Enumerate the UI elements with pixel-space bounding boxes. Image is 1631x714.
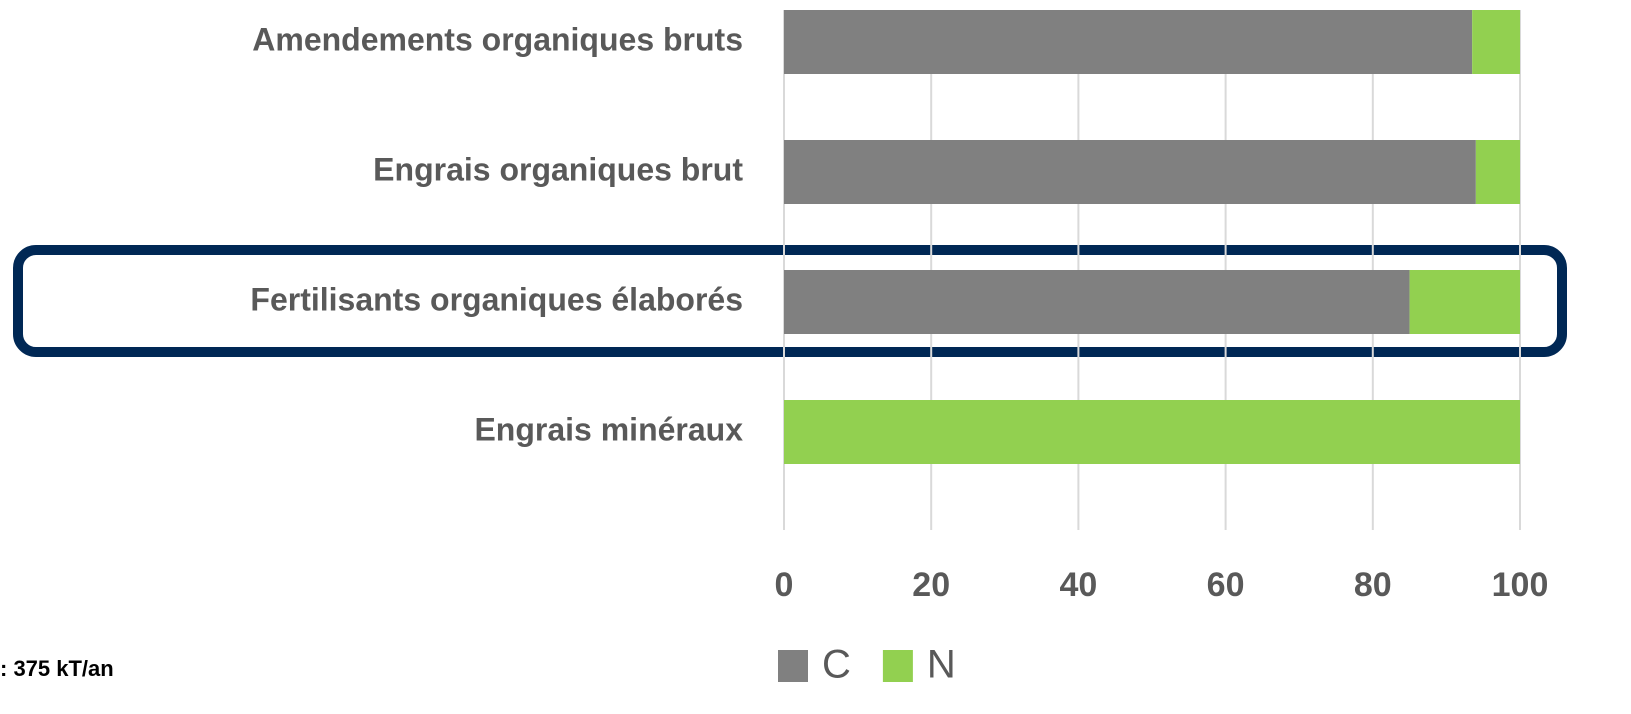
x-tick-label: 100	[1492, 566, 1549, 604]
y-tick-label: Engrais organiques brut	[373, 151, 743, 187]
highlight-box	[13, 245, 1567, 357]
x-tick-label: 20	[912, 566, 950, 604]
y-tick-label: Engrais minéraux	[474, 411, 743, 447]
y-tick-label: Amendements organiques bruts	[252, 21, 743, 57]
annotation: : 375 kT/an	[0, 656, 114, 681]
bar-segment	[1409, 270, 1520, 334]
bar-segment	[784, 270, 1410, 334]
x-tick-label: 80	[1354, 566, 1392, 604]
legend-swatch	[778, 650, 808, 682]
bar-segment	[784, 10, 1473, 74]
bar-segment	[784, 400, 1520, 464]
legend-swatch	[882, 650, 913, 682]
x-tick-label: 60	[1207, 566, 1245, 604]
x-tick-label: 0	[775, 566, 794, 604]
legend-label: N	[927, 643, 956, 687]
x-tick-label: 40	[1059, 566, 1097, 604]
bar-segment	[1475, 140, 1520, 204]
bar-segment	[1472, 10, 1520, 74]
legend-label: C	[822, 643, 851, 687]
bar-segment	[784, 140, 1476, 204]
y-tick-label: Fertilisants organiques élaborés	[250, 281, 743, 317]
